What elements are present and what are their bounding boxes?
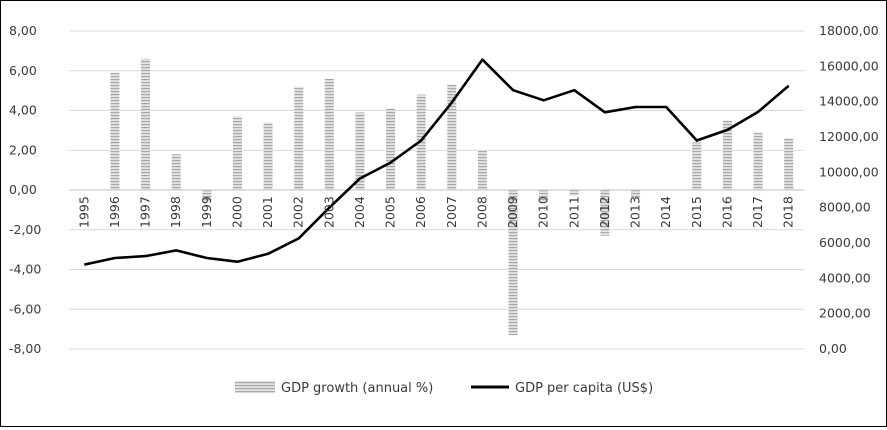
right-axis-tick-label: 18000,00	[819, 23, 879, 38]
category-label: 2009	[505, 196, 520, 228]
category-label: 2017	[750, 196, 765, 228]
right-axis-tick-label: 8000,00	[819, 200, 871, 215]
bar	[324, 78, 334, 190]
category-label: 2004	[352, 196, 367, 228]
bar	[232, 116, 242, 190]
right-axis-tick-label: 0,00	[819, 341, 847, 356]
right-axis-tick-label: 4000,00	[819, 270, 871, 285]
category-label: 2010	[536, 196, 551, 228]
category-labels: 1995 1996 1997 1998 1999 2000 2001 2002 2003 2004…	[76, 196, 795, 228]
category-label: 2006	[413, 196, 428, 228]
category-label: 2008	[474, 196, 489, 228]
right-axis-tick-label: 12000,00	[819, 129, 879, 144]
bar	[447, 84, 457, 190]
bar	[263, 122, 273, 190]
left-axis-tick-label: -2,00	[9, 222, 41, 237]
category-label: 1998	[168, 196, 183, 228]
category-label: 2018	[781, 196, 796, 228]
bar	[294, 86, 304, 190]
legend-bar-swatch	[235, 381, 275, 393]
bar	[141, 58, 151, 191]
right-axis-tick-label: 2000,00	[819, 306, 871, 321]
category-label: 2005	[383, 196, 398, 228]
left-axis-tick-label: 2,00	[9, 142, 37, 157]
left-axis-tick-label: 6,00	[9, 63, 37, 78]
category-label: 2003	[321, 196, 336, 228]
category-label: 2007	[444, 196, 459, 228]
category-label: 2013	[628, 196, 643, 228]
category-label: 1999	[199, 196, 214, 228]
left-axis-ticks: 8,00 6,00 4,00 2,00 0,00 -2,00 -4,00 -6,00 -8,00	[9, 23, 41, 356]
bar	[508, 190, 518, 336]
legend-line-label: GDP per capita (US$)	[515, 381, 653, 396]
right-axis-tick-label: 10000,00	[819, 164, 879, 179]
left-axis-tick-label: -6,00	[9, 301, 41, 316]
bar	[784, 138, 794, 190]
left-axis-tick-label: -8,00	[9, 341, 41, 356]
right-axis-tick-label: 16000,00	[819, 58, 879, 73]
gridlines	[69, 30, 804, 350]
category-label: 1996	[107, 196, 122, 228]
bar-series	[110, 58, 794, 336]
right-axis-tick-label: 6000,00	[819, 235, 871, 250]
bar	[692, 142, 702, 190]
gdp-per-capita-line	[84, 58, 790, 266]
bar	[477, 150, 487, 190]
bar	[569, 190, 579, 196]
category-label: 2012	[597, 196, 612, 228]
bar	[539, 190, 549, 202]
category-label: 2001	[260, 196, 275, 228]
left-axis-tick-label: 4,00	[9, 103, 37, 118]
bar	[722, 120, 732, 190]
bar	[631, 190, 641, 198]
bar	[416, 94, 426, 190]
left-axis-tick-label: 0,00	[9, 182, 37, 197]
right-axis-tick-label: 14000,00	[819, 94, 879, 109]
bar	[355, 112, 365, 190]
line-series	[84, 58, 790, 266]
bar	[753, 132, 763, 190]
category-label: 2016	[719, 196, 734, 228]
bar	[202, 190, 212, 202]
legend: GDP growth (annual %) GDP per capita (US…	[235, 381, 653, 396]
bar	[171, 154, 181, 190]
category-label: 1995	[76, 196, 91, 228]
category-label: 2015	[689, 196, 704, 228]
left-axis-tick-label: 8,00	[9, 23, 37, 38]
bar	[386, 108, 396, 190]
category-label: 2002	[291, 196, 306, 228]
category-label: 2014	[658, 196, 673, 228]
category-label: 2011	[566, 196, 581, 228]
category-label: 2000	[229, 196, 244, 228]
legend-bar-label: GDP growth (annual %)	[281, 381, 433, 396]
bar	[110, 72, 120, 190]
bar	[600, 190, 610, 236]
right-axis-ticks: 18000,00 16000,00 14000,00 12000,00 10000,00…	[819, 23, 879, 356]
category-label: 1997	[138, 196, 153, 228]
left-axis-tick-label: -4,00	[9, 262, 41, 277]
